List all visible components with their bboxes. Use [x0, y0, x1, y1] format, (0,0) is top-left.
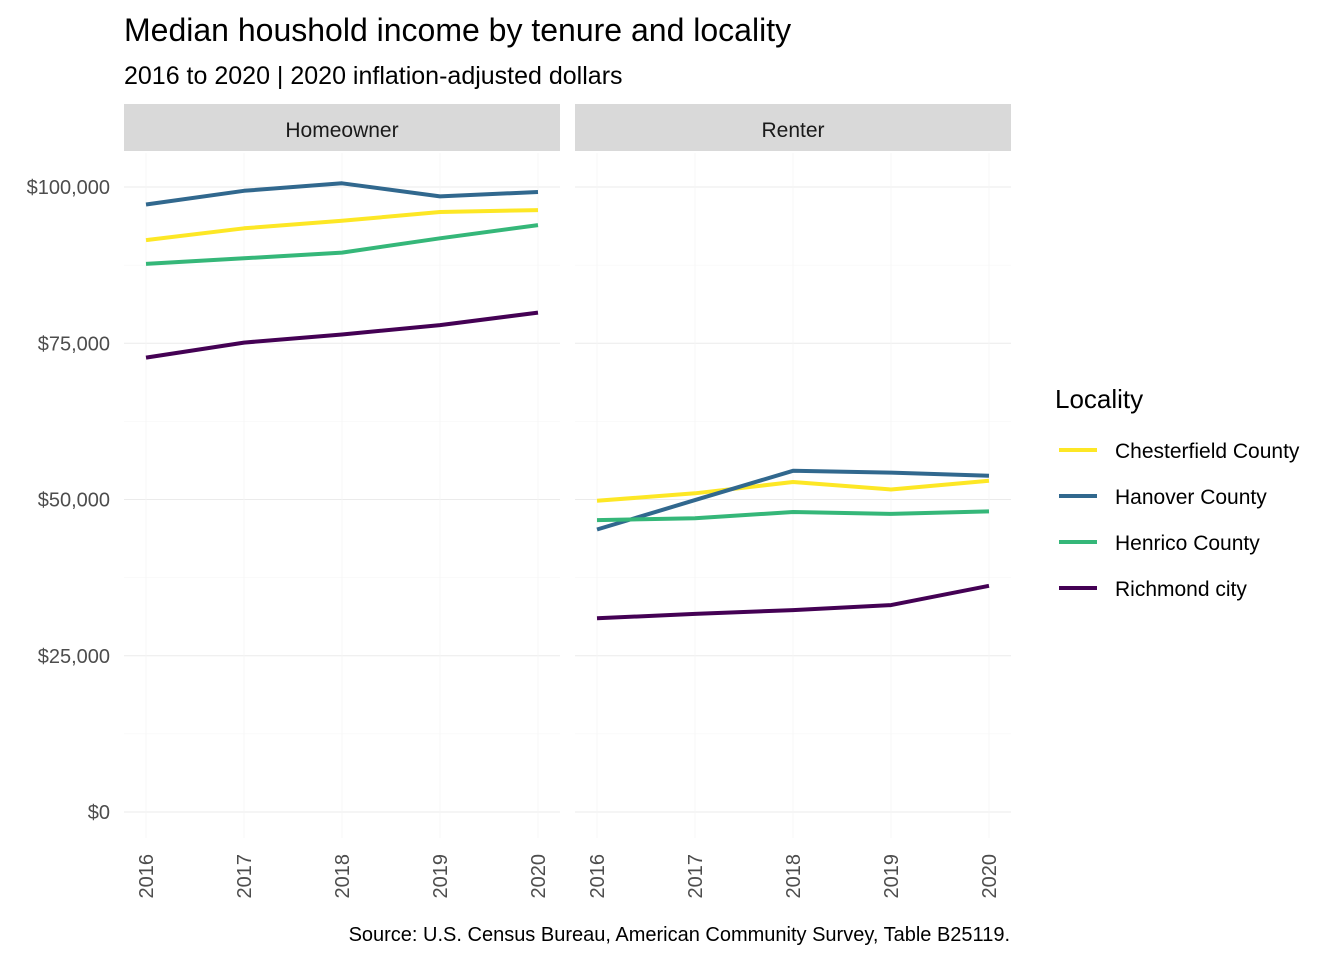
y-tick-label: $25,000	[38, 646, 110, 668]
chart-title: Median houshold income by tenure and loc…	[124, 12, 791, 48]
facet-renter: Renter 2016 2017 2018 2019 2020	[575, 104, 1011, 899]
legend-item: Henrico County	[1059, 532, 1260, 555]
x-tick-label: 2020	[528, 854, 550, 899]
y-tick-label: $100,000	[27, 177, 110, 199]
facet-panels: Homeowner 2016 2017 2018 2019 2020 Renter 2016 2…	[124, 104, 1011, 899]
legend-label: Hanover County	[1115, 486, 1267, 509]
legend-label: Henrico County	[1115, 532, 1260, 555]
facet-homeowner: Homeowner 2016 2017 2018 2019 2020	[124, 104, 560, 899]
x-tick-label: 2020	[979, 854, 1001, 899]
facet-strip-label: Homeowner	[285, 119, 398, 142]
x-tick-label: 2019	[881, 854, 903, 899]
x-tick-label: 2018	[783, 854, 805, 899]
legend-title: Locality	[1055, 384, 1143, 414]
chart-caption: Source: U.S. Census Bureau, American Com…	[349, 924, 1010, 946]
facet-strip	[575, 104, 1011, 151]
series-line-hanover-county	[596, 468, 990, 532]
x-tick-label: 2017	[234, 854, 256, 899]
x-tick-label: 2019	[430, 854, 452, 899]
series-line-richmond-city	[596, 583, 990, 621]
series-line-richmond-city	[145, 310, 539, 360]
y-tick-label: $50,000	[38, 490, 110, 512]
legend-item: Hanover County	[1059, 486, 1267, 509]
chart-subtitle: 2016 to 2020 | 2020 inflation-adjusted d…	[124, 62, 623, 90]
series-line-hanover-county	[145, 181, 539, 207]
legend: Locality Chesterfield County Hanover Coun…	[1055, 384, 1300, 601]
legend-label: Richmond city	[1115, 578, 1247, 601]
x-tick-label: 2017	[685, 854, 707, 899]
x-tick-label: 2018	[332, 854, 354, 899]
x-tick-label: 2016	[136, 854, 158, 899]
facet-strip-label: Renter	[761, 119, 824, 142]
series-line-henrico-county	[145, 223, 539, 266]
y-axis: $0 $25,000 $50,000 $75,000 $100,000	[27, 177, 110, 824]
x-tick-label: 2016	[587, 854, 609, 899]
y-tick-label: $75,000	[38, 333, 110, 355]
series-line-henrico-county	[596, 509, 990, 523]
legend-label: Chesterfield County	[1115, 440, 1300, 463]
facet-strip	[124, 104, 560, 151]
series-line-chesterfield-county	[596, 478, 990, 503]
series-line-chesterfield-county	[145, 208, 539, 243]
y-tick-label: $0	[88, 802, 110, 824]
legend-item: Chesterfield County	[1059, 440, 1300, 463]
legend-item: Richmond city	[1059, 578, 1247, 601]
